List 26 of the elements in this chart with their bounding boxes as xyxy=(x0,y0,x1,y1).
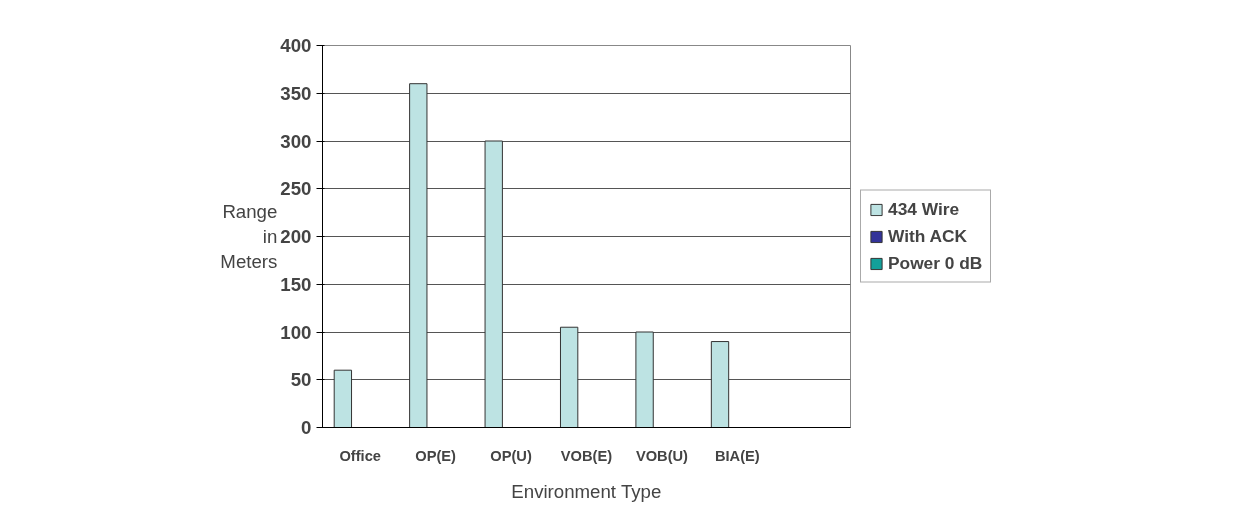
y-tick-label: 400 xyxy=(280,35,312,56)
bar xyxy=(409,83,428,428)
y-tick-label: 300 xyxy=(280,130,312,152)
x-tick-label: VOB(U) xyxy=(635,447,689,464)
x-tick-label: BIA(E) xyxy=(714,447,760,464)
y-tick-label: 0 xyxy=(301,417,312,438)
x-tick-label: OP(E) xyxy=(415,447,457,464)
bar xyxy=(484,140,503,428)
bar xyxy=(710,341,730,428)
x-axis-title: Environment Type xyxy=(511,480,662,502)
y-tick-label: 250 xyxy=(280,178,312,200)
bar xyxy=(635,331,654,428)
y-tick-label: 50 xyxy=(290,369,312,391)
y-tick-label: 150 xyxy=(280,273,312,295)
x-tick-label: OP(U) xyxy=(490,447,532,464)
y-tick-label: 350 xyxy=(280,82,312,104)
legend-label: 434 Wire xyxy=(888,198,960,220)
x-tick-label: Office xyxy=(339,447,381,464)
y-axis-title: Range in Meters xyxy=(220,200,278,273)
y-tick-label: 200 xyxy=(280,226,312,247)
legend-label: With ACK xyxy=(888,225,968,247)
bar xyxy=(559,326,579,428)
x-tick-label: VOB(E) xyxy=(560,447,613,464)
y-tick-label: 100 xyxy=(280,321,312,343)
bar xyxy=(333,369,353,428)
legend-label: Power 0 dB xyxy=(888,252,983,274)
